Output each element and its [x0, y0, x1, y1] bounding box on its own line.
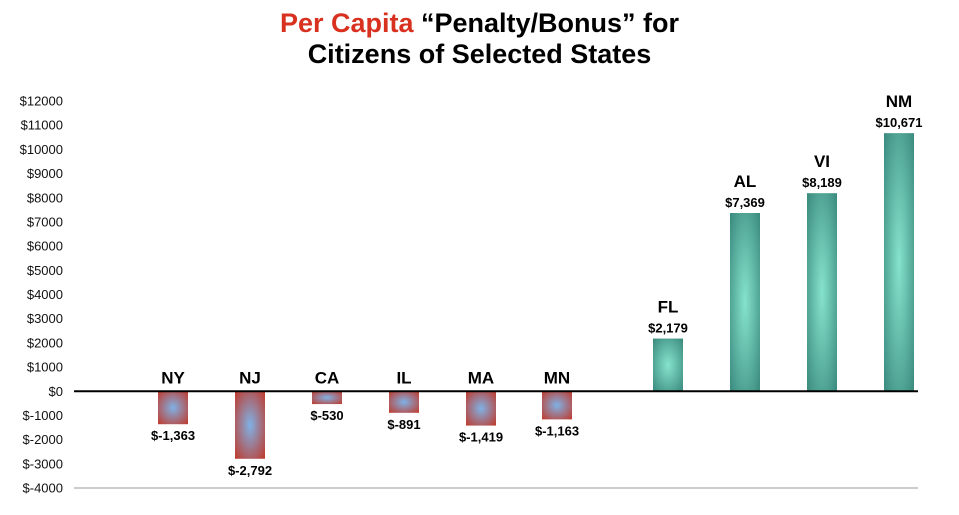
- y-axis: $12000 $11000 $10000 $9000 $8000 $7000 $6000 $5…: [20, 94, 63, 496]
- value-label: $10,671: [876, 115, 923, 130]
- category-label: VI: [814, 152, 830, 171]
- y-tick-label: $2000: [27, 335, 63, 350]
- value-label: $-2,792: [228, 463, 272, 478]
- bar-il: [389, 391, 419, 413]
- y-tick-label: $8000: [27, 190, 63, 205]
- chart-title: Per Capita “Penalty/Bonus” for Citizens …: [0, 8, 959, 70]
- bar-vi: [807, 193, 837, 392]
- category-label: NJ: [239, 368, 261, 387]
- bar-nm: [884, 133, 914, 392]
- category-label: AL: [734, 172, 757, 191]
- y-tick-label: $-3000: [23, 456, 63, 471]
- value-label: $7,369: [725, 195, 765, 210]
- bar-ny: [158, 391, 188, 425]
- category-label: IL: [396, 368, 411, 387]
- y-tick-label: $12000: [20, 94, 63, 109]
- bar-nj: [235, 391, 265, 459]
- y-tick-label: $10000: [20, 142, 63, 157]
- category-label: NY: [161, 368, 185, 387]
- bar-ca: [312, 391, 342, 405]
- y-tick-label: $7000: [27, 214, 63, 229]
- y-tick-label: $0: [49, 384, 63, 399]
- bar-al: [730, 213, 760, 392]
- value-label: $-530: [310, 408, 343, 423]
- y-tick-label: $9000: [27, 166, 63, 181]
- category-label: NM: [886, 92, 912, 111]
- title-line-2: Citizens of Selected States: [307, 39, 652, 69]
- y-tick-label: $-4000: [23, 481, 63, 496]
- category-label: FL: [658, 298, 679, 317]
- y-tick-label: $-2000: [23, 432, 63, 447]
- title-line-1: Per Capita “Penalty/Bonus” for: [0, 8, 959, 39]
- value-label: $-1,163: [535, 423, 579, 438]
- y-tick-label: $11000: [21, 118, 63, 133]
- value-label: $-1,419: [459, 430, 503, 445]
- value-label: $8,189: [802, 175, 842, 190]
- bars: NY $-1,363 NJ $-2,792 CA $-530 IL $-891 MA $-1,41…: [151, 92, 923, 478]
- category-label: MA: [468, 368, 494, 387]
- bar-ma: [466, 391, 496, 426]
- y-tick-label: $-1000: [23, 408, 63, 423]
- y-tick-label: $5000: [27, 263, 63, 278]
- value-label: $-1,363: [151, 428, 195, 443]
- category-label: CA: [315, 368, 340, 387]
- y-tick-label: $1000: [27, 360, 63, 375]
- bar-mn: [542, 391, 572, 420]
- value-label: $-891: [387, 417, 420, 432]
- category-label: MN: [544, 368, 570, 387]
- title-highlight: Per Capita: [279, 8, 414, 38]
- value-label: $2,179: [648, 321, 688, 336]
- y-tick-label: $6000: [27, 239, 63, 254]
- y-tick-label: $4000: [27, 287, 63, 302]
- title-rest: “Penalty/Bonus” for: [413, 8, 680, 38]
- bar-fl: [653, 338, 683, 392]
- y-tick-label: $3000: [27, 311, 63, 326]
